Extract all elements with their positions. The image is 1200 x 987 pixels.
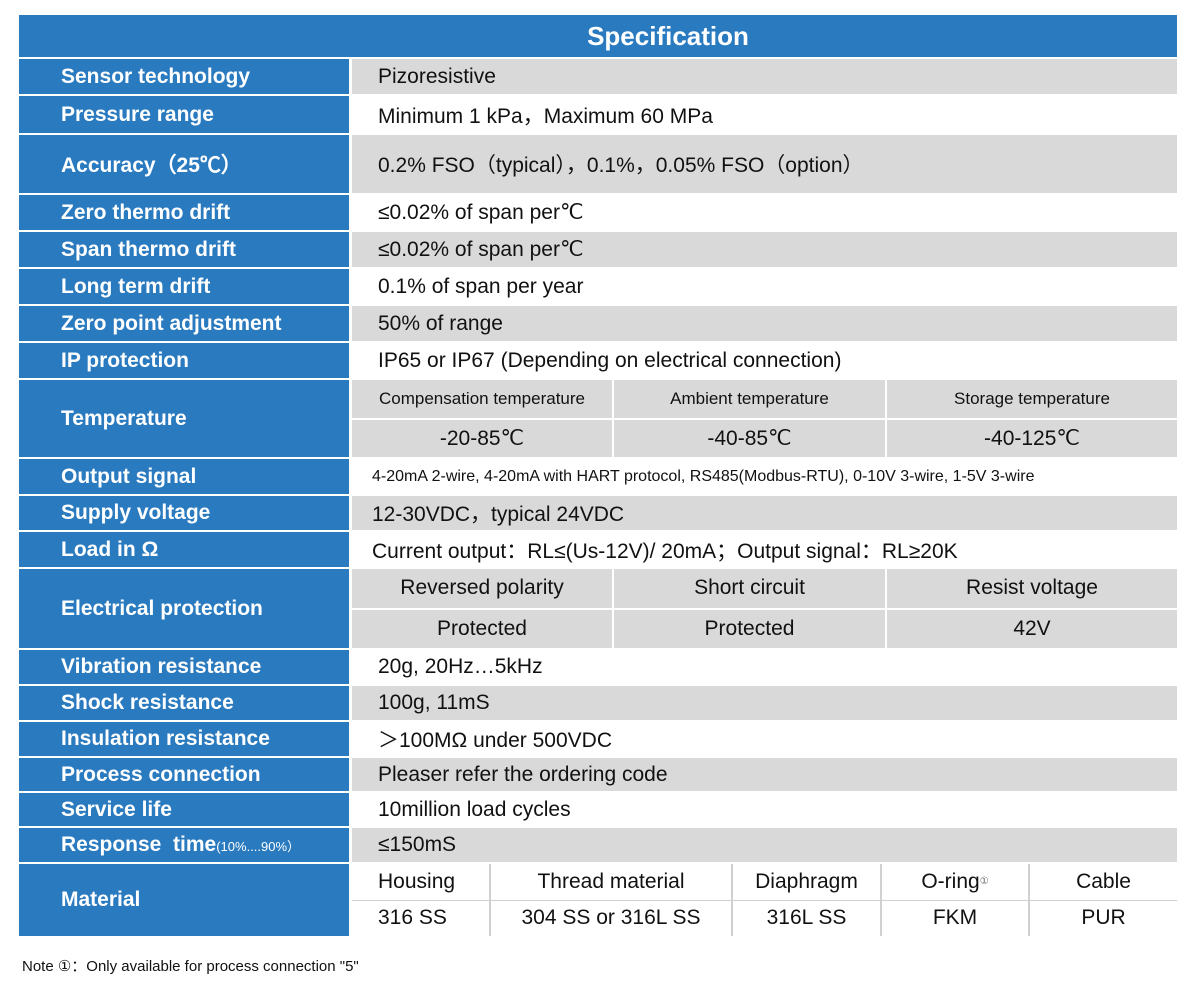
electrical-grid: Reversed polarity Short circuit Resist v… xyxy=(352,569,1177,648)
row-value: 50% of range xyxy=(352,306,1177,341)
row-value: Pizoresistive xyxy=(352,59,1177,94)
row-value: Current output：RL≤(Us-12V)/ 20mA；Output … xyxy=(352,532,1177,567)
table-title: Specification xyxy=(19,15,1177,59)
electrical-header-short: Short circuit xyxy=(614,569,887,608)
row-label: Insulation resistance xyxy=(19,722,352,756)
row-sensor-technology: Sensor technology Pizoresistive xyxy=(19,59,1177,96)
row-material: Material Housing Thread material Diaphra… xyxy=(19,864,1177,936)
temp-header-compensation: Compensation temperature xyxy=(352,380,614,418)
row-label: Load in Ω xyxy=(19,532,352,567)
material-header-housing: Housing xyxy=(352,864,491,900)
temp-value-compensation: -20-85℃ xyxy=(352,419,614,457)
material-grid: Housing Thread material Diaphragm O-ring… xyxy=(352,864,1177,936)
row-value: ＞100MΩ under 500VDC xyxy=(352,722,1177,756)
temperature-grid: Compensation temperature Ambient tempera… xyxy=(352,380,1177,457)
row-label: Temperature xyxy=(19,380,352,457)
oring-header-text: O-ring xyxy=(921,869,980,893)
row-value: ≤0.02% of span per℃ xyxy=(352,195,1177,230)
row-output-signal: Output signal 4-20mA 2-wire, 4-20mA with… xyxy=(19,459,1177,496)
row-label: Output signal xyxy=(19,459,352,494)
response-label-sub: (10%....90%） xyxy=(216,838,301,854)
row-service-life: Service life 10million load cycles xyxy=(19,793,1177,828)
row-label: Electrical protection xyxy=(19,569,352,648)
row-label: Zero thermo drift xyxy=(19,195,352,230)
row-vibration-resistance: Vibration resistance 20g, 20Hz…5kHz xyxy=(19,650,1177,686)
row-long-term-drift: Long term drift 0.1% of span per year xyxy=(19,269,1177,306)
row-label: Span thermo drift xyxy=(19,232,352,267)
row-supply-voltage: Supply voltage 12-30VDC，typical 24VDC xyxy=(19,496,1177,532)
temp-header-storage: Storage temperature xyxy=(954,388,1110,408)
row-value: ≤0.02% of span per℃ xyxy=(352,232,1177,267)
row-process-connection: Process connection Pleaser refer the ord… xyxy=(19,758,1177,793)
material-header-oring: O-ring ① xyxy=(882,864,1030,900)
row-label: Material xyxy=(19,864,352,936)
material-header-cable: Cable xyxy=(1076,869,1131,893)
row-load: Load in Ω Current output：RL≤(Us-12V)/ 20… xyxy=(19,532,1177,569)
row-value: 0.2% FSO（typical），0.1%，0.05% FSO（option） xyxy=(352,135,1177,193)
footnote-marker: ① xyxy=(979,876,989,888)
temp-value-ambient: -40-85℃ xyxy=(614,419,887,457)
row-value: 20g, 20Hz…5kHz xyxy=(352,650,1177,684)
row-value: Pleaser refer the ordering code xyxy=(352,758,1177,791)
row-ip-protection: IP protection IP65 or IP67 (Depending on… xyxy=(19,343,1177,380)
row-value: ≤150mS xyxy=(352,828,1177,862)
material-value-thread: 304 SS or 316L SS xyxy=(491,900,733,936)
row-value: 100g, 11mS xyxy=(352,686,1177,720)
electrical-value-short: Protected xyxy=(614,609,887,648)
row-label: Response time (10%....90%） xyxy=(19,828,352,862)
row-value: IP65 or IP67 (Depending on electrical co… xyxy=(352,343,1177,378)
electrical-header-polarity: Reversed polarity xyxy=(352,569,614,608)
row-value: 4-20mA 2-wire, 4-20mA with HART protocol… xyxy=(352,459,1177,494)
row-value: 0.1% of span per year xyxy=(352,269,1177,304)
row-label: Vibration resistance xyxy=(19,650,352,684)
row-label: IP protection xyxy=(19,343,352,378)
row-label: Zero point adjustment xyxy=(19,306,352,341)
electrical-value-polarity: Protected xyxy=(352,609,614,648)
material-value-cable: PUR xyxy=(1081,906,1126,930)
row-span-thermo-drift: Span thermo drift ≤0.02% of span per℃ xyxy=(19,232,1177,269)
row-label: Accuracy（25℃） xyxy=(19,135,352,193)
row-value: 10million load cycles xyxy=(352,793,1177,826)
row-insulation-resistance: Insulation resistance ＞100MΩ under 500VD… xyxy=(19,722,1177,758)
row-label: Shock resistance xyxy=(19,686,352,720)
response-label-main: Response time xyxy=(61,833,217,856)
material-value-housing: 316 SS xyxy=(352,900,491,936)
temp-header-ambient: Ambient temperature xyxy=(614,380,887,418)
row-value: Minimum 1 kPa，Maximum 60 MPa xyxy=(352,96,1177,133)
row-zero-thermo-drift: Zero thermo drift ≤0.02% of span per℃ xyxy=(19,195,1177,232)
row-label: Sensor technology xyxy=(19,59,352,94)
row-zero-point-adjustment: Zero point adjustment 50% of range xyxy=(19,306,1177,343)
material-value-oring: FKM xyxy=(882,900,1030,936)
row-label: Service life xyxy=(19,793,352,826)
row-response-time: Response time (10%....90%） ≤150mS xyxy=(19,828,1177,864)
row-temperature: Temperature Compensation temperature Amb… xyxy=(19,380,1177,459)
material-header-thread: Thread material xyxy=(491,864,733,900)
row-shock-resistance: Shock resistance 100g, 11mS xyxy=(19,686,1177,722)
row-accuracy: Accuracy（25℃） 0.2% FSO（typical），0.1%，0.0… xyxy=(19,135,1177,195)
row-label: Long term drift xyxy=(19,269,352,304)
row-electrical-protection: Electrical protection Reversed polarity … xyxy=(19,569,1177,650)
row-pressure-range: Pressure range Minimum 1 kPa，Maximum 60 … xyxy=(19,96,1177,135)
electrical-header-resist: Resist voltage xyxy=(966,576,1098,600)
row-label: Process connection xyxy=(19,758,352,791)
row-label: Supply voltage xyxy=(19,496,352,530)
row-value: 12-30VDC，typical 24VDC xyxy=(352,496,1177,530)
material-header-diaphragm: Diaphragm xyxy=(733,864,882,900)
electrical-value-resist: 42V xyxy=(1013,616,1051,640)
temp-value-storage: -40-125℃ xyxy=(984,426,1080,450)
specification-table: Specification Sensor technology Pizoresi… xyxy=(19,15,1177,936)
footnote: Note ①：Only available for process connec… xyxy=(22,958,359,975)
row-label: Pressure range xyxy=(19,96,352,133)
material-value-diaphragm: 316L SS xyxy=(733,900,882,936)
